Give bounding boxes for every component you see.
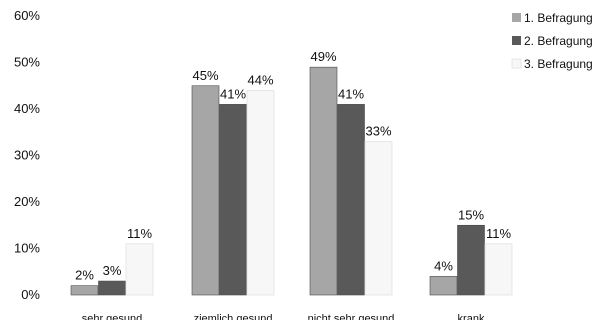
- data-label: 44%: [247, 72, 273, 87]
- x-tick-label: sehr gesund: [82, 313, 143, 320]
- data-label: 45%: [192, 68, 218, 83]
- data-label: 11%: [486, 226, 511, 241]
- bar: [457, 224, 485, 296]
- y-tick-label: 20%: [14, 194, 40, 209]
- bar: [125, 243, 154, 296]
- bar: [484, 243, 513, 296]
- y-tick-label: 30%: [14, 148, 40, 163]
- y-tick-label: 10%: [14, 241, 40, 256]
- legend: 1. Befragung 2. Befragung 3. Befragung: [511, 11, 593, 71]
- x-axis-labels: sehr gesund ziemlich gesund nicht sehr ges…: [82, 313, 485, 325]
- data-label: 15%: [458, 207, 484, 222]
- bar: [246, 90, 275, 296]
- legend-label: 2. Befragung: [524, 34, 593, 48]
- data-label: 4%: [434, 258, 453, 273]
- y-axis-ticks: 0% 10% 20% 30% 40% 50% 60%: [14, 8, 40, 302]
- bar: [70, 285, 99, 296]
- data-label: 11%: [127, 226, 152, 241]
- legend-label: 3. Befragung: [524, 57, 593, 71]
- legend-swatch: [511, 58, 522, 69]
- x-tick-label: krank: [458, 313, 485, 320]
- y-tick-label: 40%: [14, 101, 40, 116]
- y-tick-label: 60%: [14, 8, 40, 23]
- data-label: 41%: [338, 86, 364, 101]
- legend-label: 1. Befragung: [524, 11, 593, 25]
- data-label: 3%: [103, 263, 122, 278]
- bar: [337, 104, 365, 296]
- bar: [364, 141, 393, 296]
- data-label: 41%: [220, 86, 246, 101]
- legend-swatch: [512, 36, 521, 45]
- value-labels: 2% 3%11%45%41%44%49%41%33%4%15%11%: [75, 49, 511, 283]
- y-tick-label: 50%: [14, 55, 40, 70]
- bar: [98, 280, 126, 296]
- bar: [191, 85, 220, 296]
- bar: [309, 66, 338, 296]
- bar: [429, 276, 458, 296]
- data-label: 33%: [365, 124, 391, 139]
- y-tick-label: 0%: [21, 287, 40, 302]
- bar: [219, 104, 247, 296]
- legend-swatch: [512, 13, 521, 22]
- x-tick-label: ziemlich gesund: [194, 313, 273, 320]
- bars: [70, 66, 513, 296]
- data-label: 49%: [310, 49, 336, 64]
- x-tick-label: nicht sehr gesund: [308, 313, 395, 320]
- data-label: 2%: [75, 268, 94, 283]
